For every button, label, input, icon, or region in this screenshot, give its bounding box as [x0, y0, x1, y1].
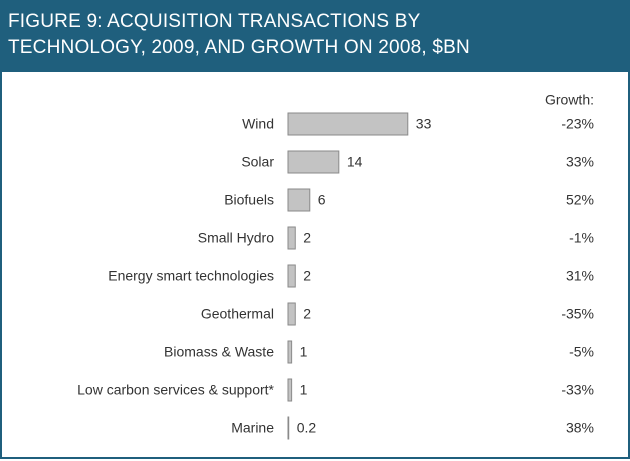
- bar: [287, 340, 293, 364]
- value-label: 2: [303, 268, 311, 284]
- value-label: 0.2: [297, 420, 317, 436]
- category-label: Geothermal: [201, 306, 274, 322]
- value-label: 2: [303, 306, 311, 322]
- category-label: Solar: [241, 154, 274, 170]
- bar: [287, 416, 290, 440]
- value-label: 6: [318, 192, 326, 208]
- bar: [287, 378, 293, 402]
- value-label: 1: [300, 344, 308, 360]
- growth-label: 33%: [566, 154, 594, 170]
- value-label: 2: [303, 230, 311, 246]
- growth-label: 31%: [566, 268, 594, 284]
- category-label: Biomass & Waste: [164, 344, 274, 360]
- category-label: Low carbon services & support*: [77, 382, 274, 398]
- growth-header: Growth:: [545, 92, 594, 108]
- bar: [287, 150, 340, 174]
- bar: [287, 188, 311, 212]
- bar: [287, 264, 296, 288]
- growth-label: -5%: [569, 344, 594, 360]
- category-label: Energy smart technologies: [108, 268, 274, 284]
- growth-label: 52%: [566, 192, 594, 208]
- header: FIGURE 9: ACQUISITION TRANSACTIONS BY TE…: [0, 0, 630, 72]
- value-label: 14: [347, 154, 363, 170]
- bar: [287, 226, 296, 250]
- category-label: Small Hydro: [198, 230, 274, 246]
- bar: [287, 112, 409, 136]
- growth-label: 38%: [566, 420, 594, 436]
- bar: [287, 302, 296, 326]
- category-label: Marine: [231, 420, 274, 436]
- value-label: 1: [300, 382, 308, 398]
- category-label: Wind: [242, 116, 274, 132]
- growth-label: -35%: [561, 306, 594, 322]
- growth-label: -23%: [561, 116, 594, 132]
- value-label: 33: [416, 116, 432, 132]
- growth-label: -1%: [569, 230, 594, 246]
- chart-title: FIGURE 9: ACQUISITION TRANSACTIONS BY TE…: [8, 11, 470, 58]
- growth-label: -33%: [561, 382, 594, 398]
- category-label: Biofuels: [224, 192, 274, 208]
